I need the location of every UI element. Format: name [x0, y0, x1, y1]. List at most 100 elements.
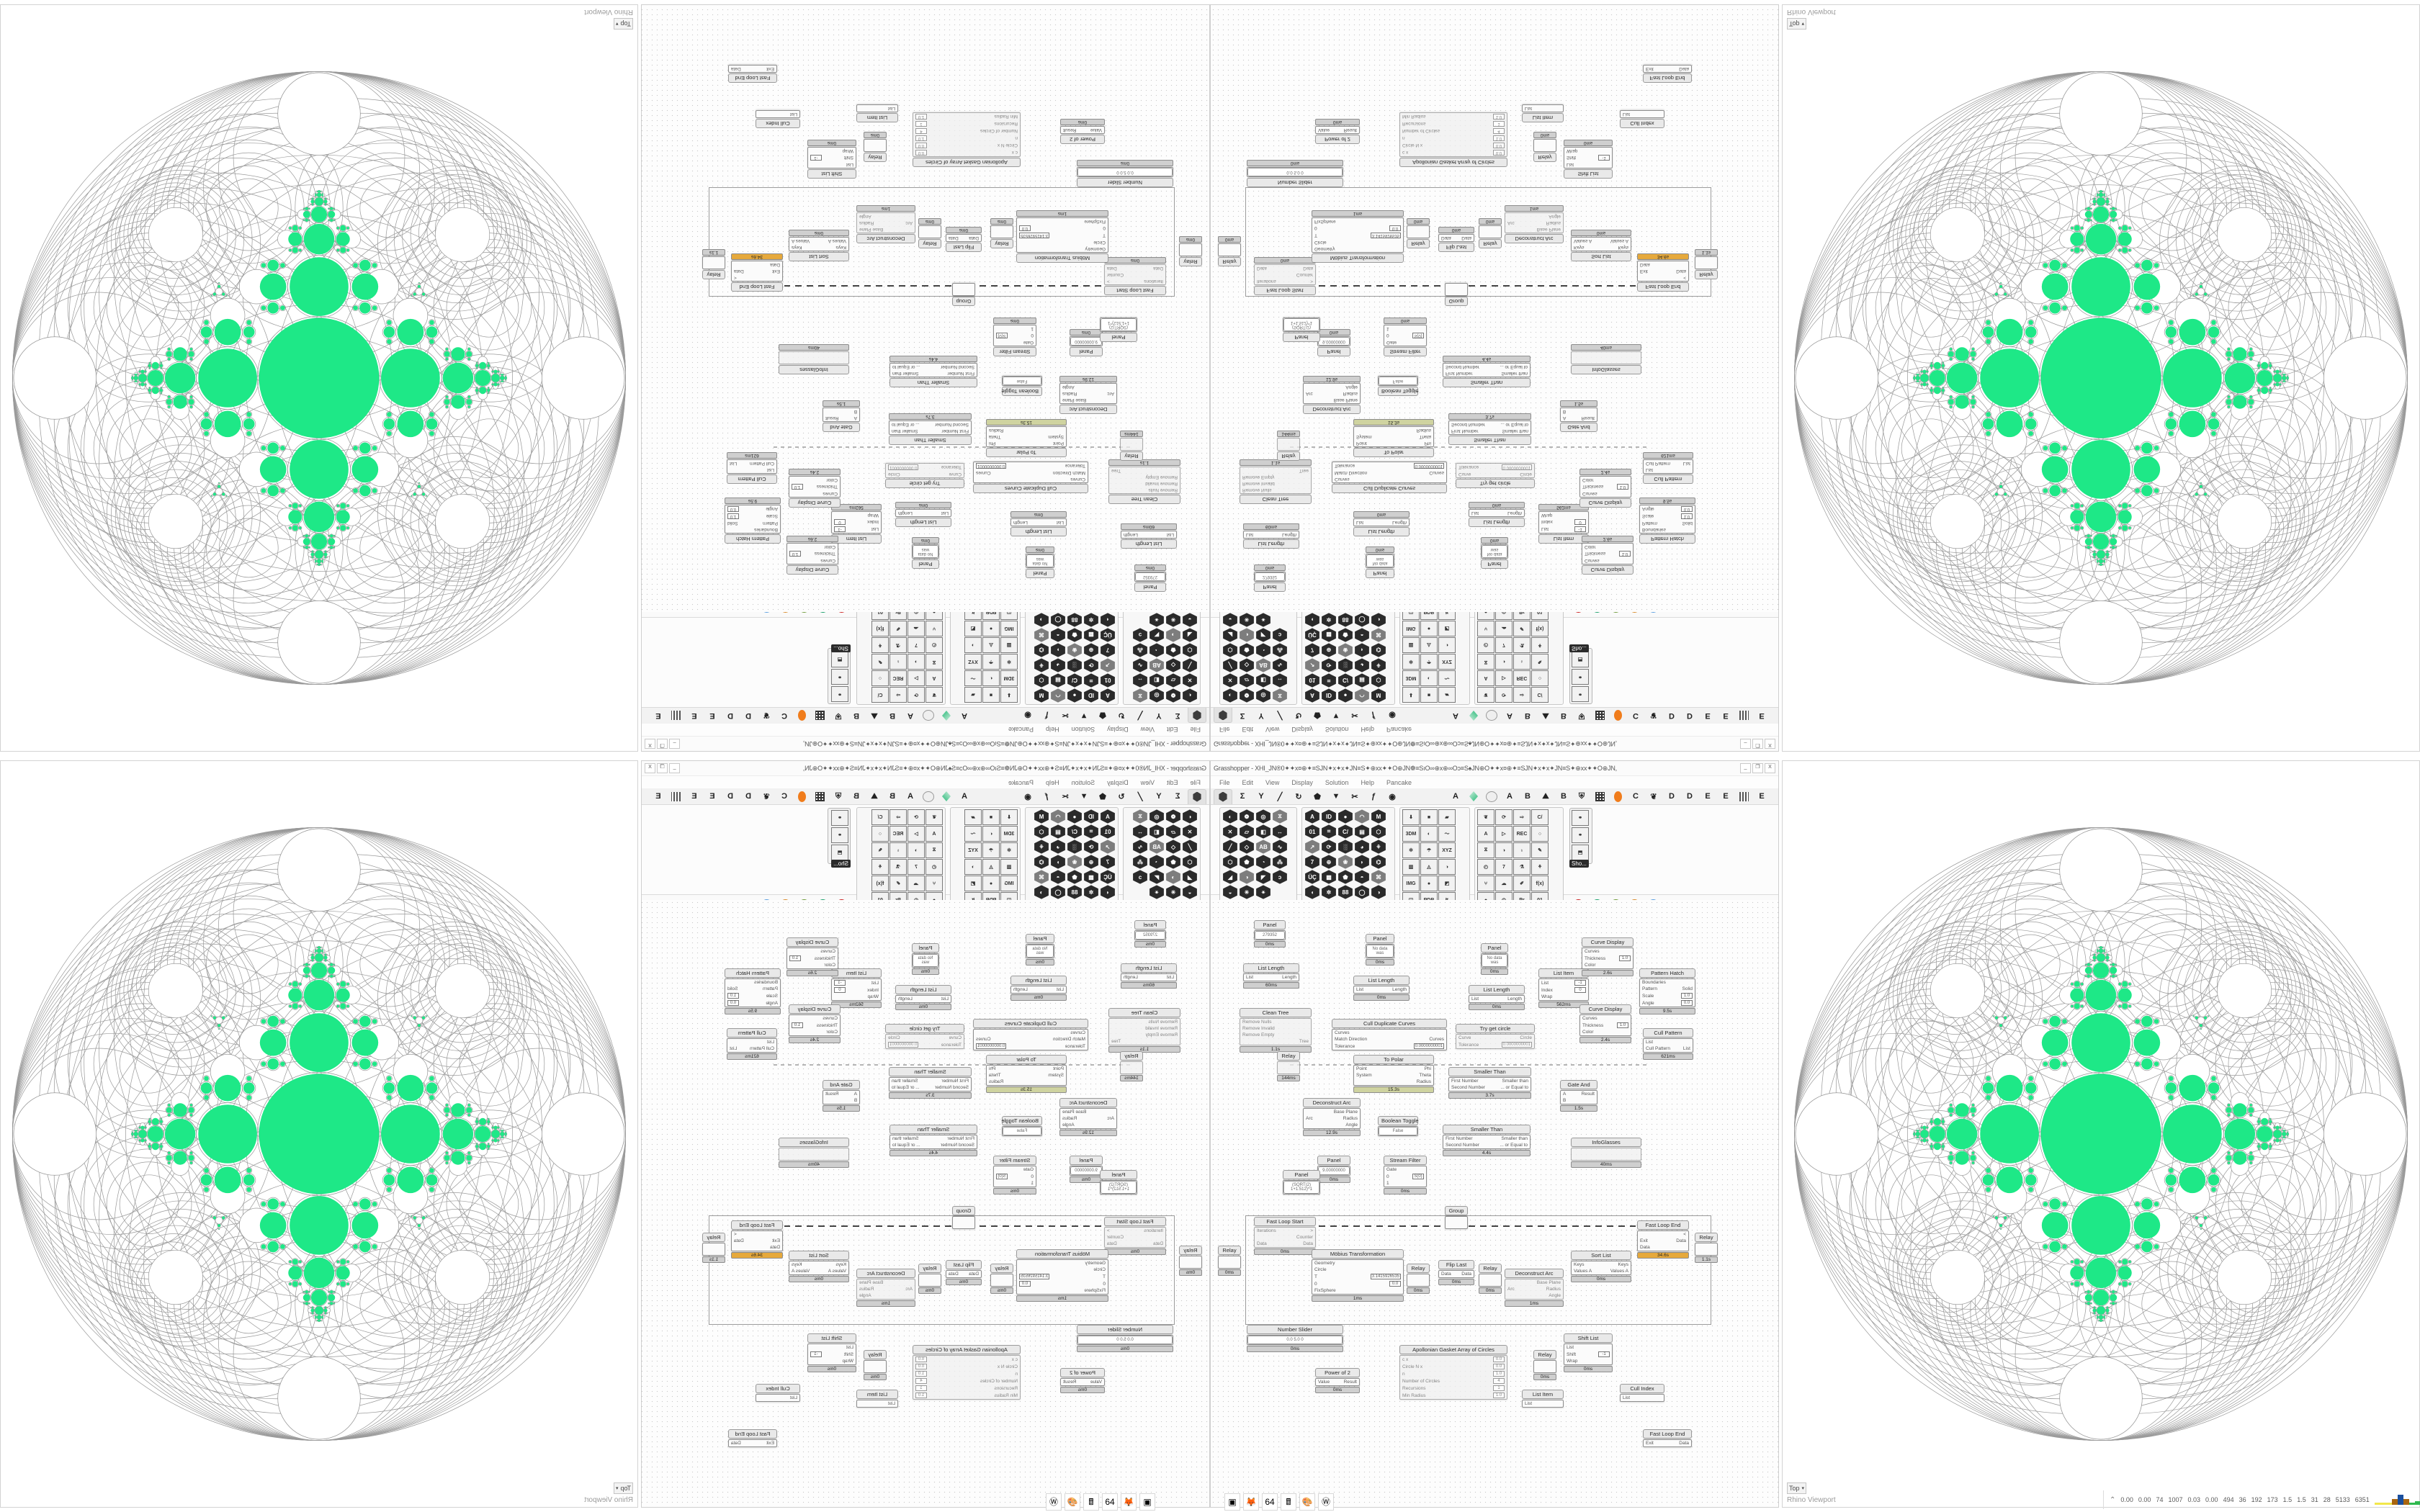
component-icon-util-15[interactable]: ⚘: [871, 859, 889, 875]
ribbon-tab-leaf-dark[interactable]: ⬟: [1099, 711, 1106, 720]
menu-item-edit[interactable]: Edit: [1166, 726, 1178, 734]
component-icon-input-9[interactable]: ▥: [1000, 859, 1018, 875]
component-icon-geometry-18[interactable]: ◤: [1255, 628, 1271, 642]
component-icon-util-13[interactable]: 7: [1495, 859, 1512, 875]
component-icon-primitive-21[interactable]: ▩: [1322, 870, 1336, 884]
gh-node-relay[interactable]: Relay 0ms: [1533, 132, 1556, 162]
component-icon-input-4[interactable]: ◐: [1420, 670, 1438, 686]
gh-node-cull-duplicate-curves[interactable]: Cull Duplicate Curves Curves Match Directi…: [973, 1019, 1088, 1050]
ribbon-tab-cloud-2[interactable]: [920, 708, 937, 723]
gh-param-value[interactable]: 0: [1574, 519, 1586, 525]
gh-node-panel[interactable]: Panel (SQRT(2) 1+1.512)^1: [1100, 1170, 1137, 1194]
component-icon-util-9[interactable]: ◑: [1495, 654, 1512, 670]
gh-param-value[interactable]: 1.0: [792, 484, 803, 490]
taskbar-save64-icon-2[interactable]: 64: [1262, 1493, 1278, 1511]
ribbon-tab-B-6[interactable]: B: [1561, 711, 1567, 720]
flyout-icon-0[interactable]: ⚭: [1572, 686, 1589, 702]
gh-param-value[interactable]: -1: [834, 526, 846, 532]
ribbon-tab-hook[interactable]: ƒ: [1371, 792, 1376, 801]
component-icon-primitive-19[interactable]: ⌬: [1034, 855, 1049, 869]
component-icon-primitive-19[interactable]: ⌬: [1034, 643, 1049, 657]
component-icon-geometry-9[interactable]: ◇: [1165, 658, 1181, 672]
gh-node-list-length[interactable]: List Length List Length 0ms: [1010, 976, 1067, 1001]
gh-param-value[interactable]: 0.0: [727, 1000, 739, 1006]
gh-param-value[interactable]: -1: [1574, 526, 1586, 532]
menu-item-view[interactable]: View: [1265, 778, 1280, 786]
menu-item-help[interactable]: Help: [1046, 726, 1059, 734]
gh-node-try-get-circle[interactable]: Try get circle Curve Circle Tolerance 0.0000…: [885, 1024, 964, 1049]
ribbon-tab-mountain-5[interactable]: ⛰: [871, 711, 878, 721]
gh-param-value[interactable]: -1: [1574, 980, 1586, 986]
component-icon-primitive-26[interactable]: ✲: [1321, 613, 1337, 627]
gh-node-list-length[interactable]: List Length List Length 0ms: [1010, 511, 1067, 536]
component-icon-geometry-7[interactable]: ↔: [1132, 673, 1148, 688]
gh-node-flip-last[interactable]: Flip Last Data Data 0ms: [946, 227, 982, 252]
window-close-button[interactable]: X: [645, 763, 655, 773]
component-icon-geometry-15[interactable]: ⁂: [1273, 855, 1287, 869]
component-icon-primitive-6[interactable]: ⌗: [1083, 824, 1099, 839]
gh-node-boolean-toggle[interactable]: Boolean Toggle False: [1378, 376, 1419, 396]
component-icon-geometry-5[interactable]: ▱: [1239, 673, 1255, 688]
gh-node-panel[interactable]: Panel No data was 0ms: [912, 537, 939, 569]
component-icon-input-2[interactable]: ▰: [1438, 687, 1456, 703]
gh-node-relay[interactable]: Relay 1.1s: [1695, 1233, 1718, 1263]
gh-node-curve-display[interactable]: Curve Display Curves Thickness 1.0 Color 2.4s: [789, 1004, 841, 1043]
gh-node-list-length[interactable]: List Length List Length 60ms: [1121, 963, 1177, 989]
component-icon-input-4[interactable]: ◐: [1420, 826, 1438, 842]
gh-node-shift-list[interactable]: Shift List List Shift -1 Wrap 0ms: [807, 140, 856, 179]
component-icon-geometry-7[interactable]: ↔: [1132, 824, 1148, 839]
gh-node-fast-loop-start[interactable]: Fast Loop Start Iterations > Counter Data Dat…: [1104, 1217, 1166, 1255]
component-icon-util-8[interactable]: ⧖: [1477, 654, 1494, 670]
component-icon-geometry-21[interactable]: ✳: [1165, 613, 1181, 627]
gh-node-list-item[interactable]: List Item List: [1522, 104, 1564, 122]
gh-node-list-item[interactable]: List Item List -1 Index 0 Wrap 562ms: [831, 968, 882, 1008]
gh-param-value[interactable]: 1.0: [1617, 484, 1628, 490]
gh-param-value[interactable]: 0.0: [1019, 225, 1031, 231]
component-icon-input-13[interactable]: ●: [1420, 621, 1438, 636]
gh-node-fast-loop-end[interactable]: Fast Loop End Exit Data: [728, 65, 777, 83]
component-icon-primitive-29[interactable]: ◑: [1371, 885, 1386, 899]
gh-param-value[interactable]: 1.0: [727, 513, 739, 519]
component-icon-geometry-13[interactable]: ⬟: [1165, 855, 1181, 869]
grasshopper-canvas[interactable]: Panel 279352 0ms List Length List Length 60ms C…: [642, 900, 1209, 1507]
component-icon-geometry-2[interactable]: ◎: [1256, 809, 1270, 824]
gh-param-value[interactable]: 3.1415926535: [1370, 1274, 1401, 1279]
gh-node-clean-tree[interactable]: Clean Tree Remove Nulls Remove Invalid Remo…: [1240, 1008, 1312, 1053]
gh-node-list-item[interactable]: List Item List: [1522, 1390, 1564, 1408]
gh-param-value[interactable]: 0.0: [915, 1364, 927, 1369]
component-icon-geometry-13[interactable]: ⬟: [1239, 643, 1255, 657]
window-minimize-button[interactable]: _: [669, 763, 680, 773]
component-icon-geometry-4[interactable]: ✕: [1182, 673, 1198, 688]
ribbon-tab-sigma[interactable]: Σ: [1240, 792, 1245, 801]
component-icon-geometry-4[interactable]: ✕: [1182, 824, 1198, 839]
component-icon-primitive-3[interactable]: ◠: [1050, 688, 1066, 703]
ribbon-tab-bird-11[interactable]: ❦: [763, 792, 770, 801]
ribbon-tab-A-3[interactable]: A: [908, 711, 913, 720]
ribbon-tab-C-10[interactable]: C: [1633, 792, 1639, 801]
menu-item-help[interactable]: Help: [1046, 778, 1059, 786]
component-icon-primitive-29[interactable]: ◑: [1371, 613, 1386, 627]
component-icon-geometry-13[interactable]: ⬟: [1240, 855, 1254, 869]
ribbon-tab-E-15[interactable]: E: [1723, 792, 1729, 801]
gh-node-deconstruct-arc[interactable]: Deconstruct Arc Base Plane Arc Radius Angle 1…: [856, 1269, 915, 1307]
ribbon-tab-C-10[interactable]: C: [781, 792, 787, 801]
ribbon-tab-shield-7[interactable]: ⛨: [1578, 711, 1585, 721]
component-icon-input-0[interactable]: ⬇: [1402, 687, 1420, 703]
component-icon-input-0[interactable]: ⬇: [1000, 687, 1018, 703]
component-icon-primitive-7[interactable]: C/: [1337, 673, 1353, 688]
gh-param-value[interactable]: 0.0000000001: [1413, 463, 1444, 469]
gh-node-list-length[interactable]: List Length List Length 60ms: [1121, 523, 1177, 549]
component-icon-primitive-6[interactable]: ⌗: [1083, 673, 1099, 688]
component-icon-primitive-24[interactable]: ⌘: [1034, 870, 1049, 884]
component-icon-util-2[interactable]: ⇨: [889, 687, 907, 703]
gh-param-value[interactable]: 0.0000000001: [976, 1043, 1007, 1049]
gh-param-value[interactable]: 0.0000000001: [976, 463, 1007, 469]
component-icon-util-11[interactable]: ✎: [871, 654, 889, 670]
component-icon-geometry-11[interactable]: ∿: [1132, 658, 1148, 672]
component-icon-geometry-19[interactable]: ɔ: [1273, 870, 1287, 884]
window-close-button[interactable]: X: [645, 739, 655, 749]
component-icon-input-5[interactable]: 〜: [964, 826, 982, 842]
component-icon-primitive-13[interactable]: ◕: [1355, 840, 1369, 854]
component-icon-input-9[interactable]: ▥: [1000, 637, 1018, 653]
component-icon-util-13[interactable]: 7: [908, 637, 925, 653]
